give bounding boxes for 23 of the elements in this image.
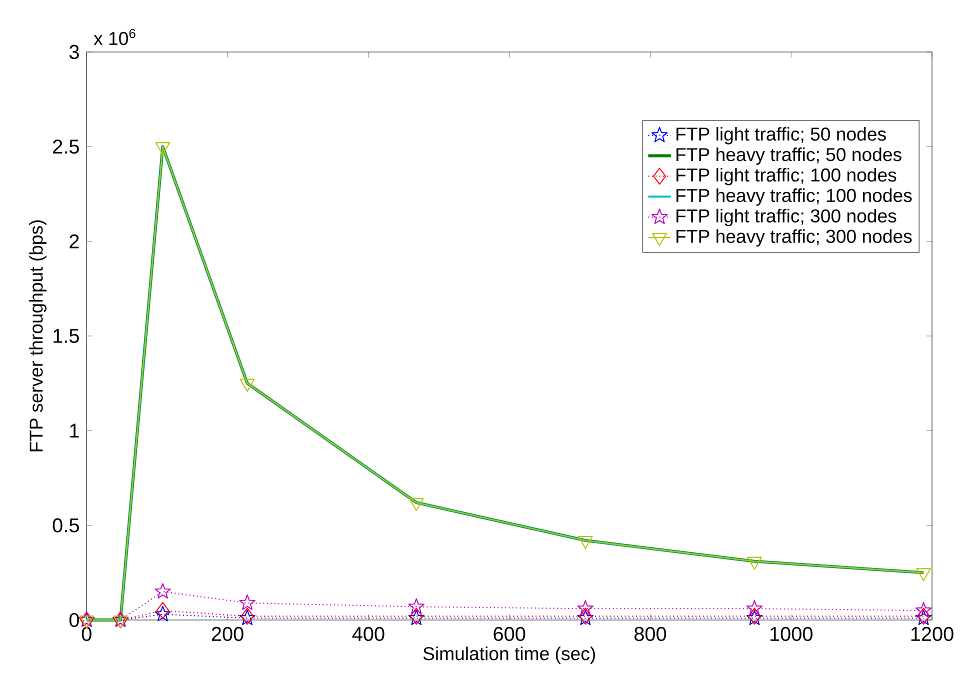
x-tick-label: 0: [82, 626, 92, 642]
x-tick-label: 600: [494, 626, 526, 642]
x-tick-label: 1000: [770, 626, 812, 642]
legend-label: FTP light traffic; 100 nodes: [676, 168, 896, 186]
y-tick-label: 2: [70, 234, 79, 248]
legend-label: FTP heavy traffic; 100 nodes: [676, 188, 912, 206]
x-tick-label: 400: [352, 626, 384, 642]
y-tick-label: 1: [70, 424, 79, 438]
y-tick-label: 0.5: [52, 518, 79, 532]
legend-label: FTP light traffic; 300 nodes: [676, 208, 896, 226]
legend-label: FTP heavy traffic; 50 nodes: [676, 148, 902, 165]
y-tick-label: 0: [69, 612, 79, 628]
x-tick-label: 1200: [911, 626, 954, 642]
y-tick-label: 2.5: [53, 140, 79, 154]
y-axis-title: FTP server throughput (bps): [29, 220, 46, 452]
x-tick-label: 800: [634, 626, 666, 642]
y-tick-label: 1.5: [54, 329, 79, 343]
legend-label: FTP light traffic; 50 nodes: [676, 127, 886, 144]
x-tick-label: 200: [212, 626, 244, 642]
text: x 10$^{6}$: [94, 28, 136, 46]
x-axis-title: Simulation time (sec): [423, 646, 595, 664]
y-tick-label: 3: [69, 44, 79, 60]
legend-label: FTP heavy traffic; 300 nodes: [676, 229, 912, 247]
